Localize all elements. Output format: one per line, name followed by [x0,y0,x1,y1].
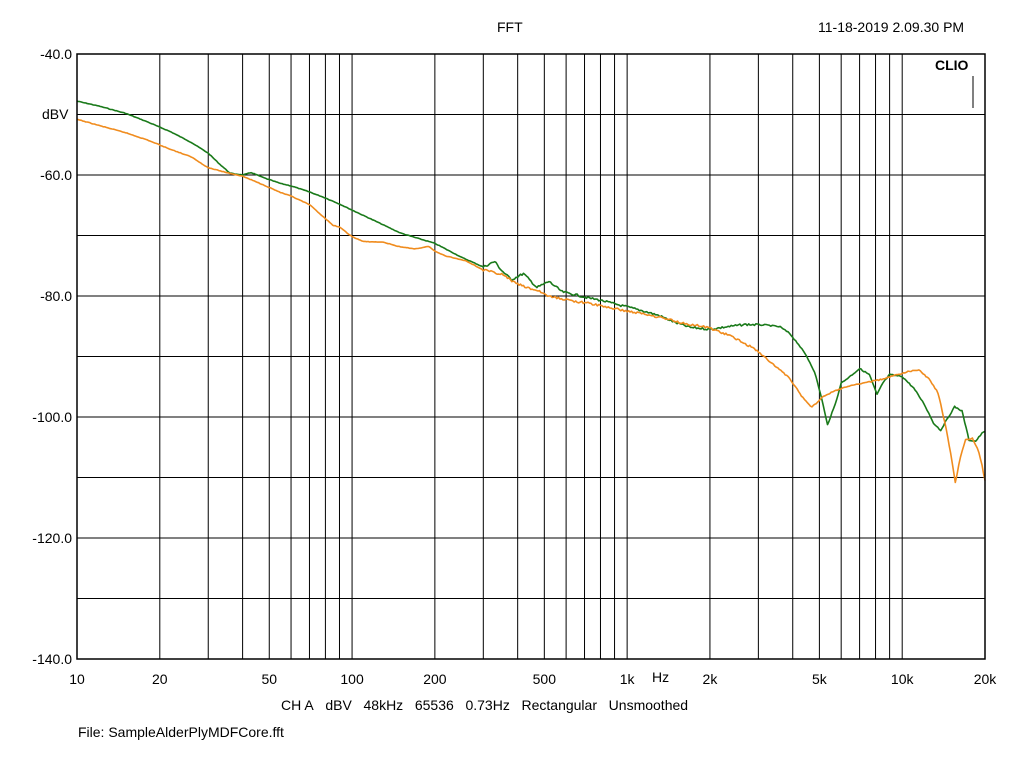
series-line-2 [76,118,986,484]
setting-sample-rate: 48kHz [363,697,404,713]
y-tick-label: -40.0 [40,46,72,62]
brand-logo: CLIO [935,57,969,73]
x-axis-label: Hz [652,669,670,685]
chart-title: FFT [497,19,523,35]
y-tick-label: -80.0 [40,288,72,304]
setting-channel: CH A [281,697,314,713]
x-tick-label: 1k [620,671,636,687]
series-layer [76,100,986,484]
timestamp: 11-18-2019 2.09.30 PM [818,19,965,35]
file-name: File: SampleAlderPlyMDFCore.fft [78,724,284,740]
grid [77,54,985,659]
settings-line: CH A dBV 48kHz 65536 0.73Hz Rectangular … [281,697,688,713]
setting-resolution: 0.73Hz [465,697,510,713]
x-tick-label: 100 [340,671,364,687]
series-line-1 [76,100,986,442]
setting-unit: dBV [325,697,352,713]
x-tick-label: 10k [891,671,915,687]
tick-labels: 10 20 50 100 200 500 1k 2k 5k 10k 20k -40.0 -60.0 -80… [32,46,997,687]
x-tick-label: 50 [261,671,277,687]
x-tick-label: 20 [152,671,168,687]
setting-fft-size: 65536 [414,697,454,713]
setting-window: Rectangular [521,697,598,713]
y-axis-label: dBV [42,106,69,122]
y-tick-label: -60.0 [40,167,72,183]
x-tick-label: 5k [812,671,828,687]
x-tick-label: 2k [703,671,719,687]
y-tick-label: -140.0 [32,651,72,667]
x-tick-label: 10 [69,671,85,687]
x-tick-label: 200 [423,671,447,687]
setting-smoothing: Unsmoothed [608,697,689,713]
x-tick-label: 20k [974,671,998,687]
y-tick-label: -120.0 [32,530,72,546]
x-tick-label: 500 [533,671,557,687]
y-tick-label: -100.0 [32,409,72,425]
plot-frame [76,53,986,660]
